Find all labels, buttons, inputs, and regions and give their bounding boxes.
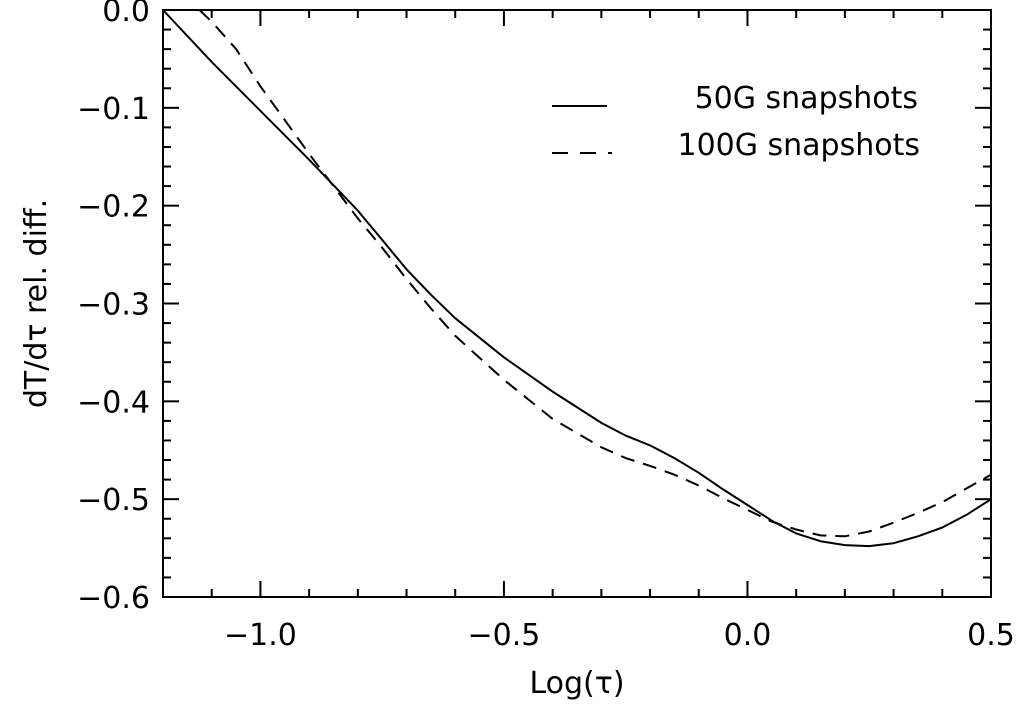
y-tick-label: −0.1: [77, 92, 150, 127]
legend-label-100g: 100G snapshots: [677, 128, 920, 163]
x-tick-label: 0.0: [724, 618, 772, 653]
series-line-50g: [162, 9, 992, 548]
tick-labels: −1.0 −0.5 0.0 0.5 0.0 −0.1 −0.2 −0.3 −0.4 −0.5 −0.…: [77, 0, 1015, 653]
series-line-100g: [198, 9, 992, 538]
x-tick-label: −1.0: [224, 618, 297, 653]
legend: 50G snapshots 100G snapshots: [552, 81, 920, 163]
x-tick-label: −0.5: [468, 618, 541, 653]
y-tick-label: −0.2: [77, 190, 150, 225]
x-axis-title: Log(τ): [529, 666, 624, 701]
legend-label-50g: 50G snapshots: [695, 81, 918, 116]
y-tick-label: −0.5: [77, 483, 150, 518]
y-axis-title: dT/dτ rel. diff.: [19, 199, 54, 408]
axis-ticks: [162, 9, 992, 598]
x-tick-label: 0.5: [967, 618, 1015, 653]
y-tick-label: −0.4: [77, 385, 150, 420]
y-tick-label: 0.0: [102, 0, 150, 29]
y-tick-label: −0.6: [77, 581, 150, 616]
series-layer: [162, 9, 992, 548]
y-tick-label: −0.3: [77, 288, 150, 323]
